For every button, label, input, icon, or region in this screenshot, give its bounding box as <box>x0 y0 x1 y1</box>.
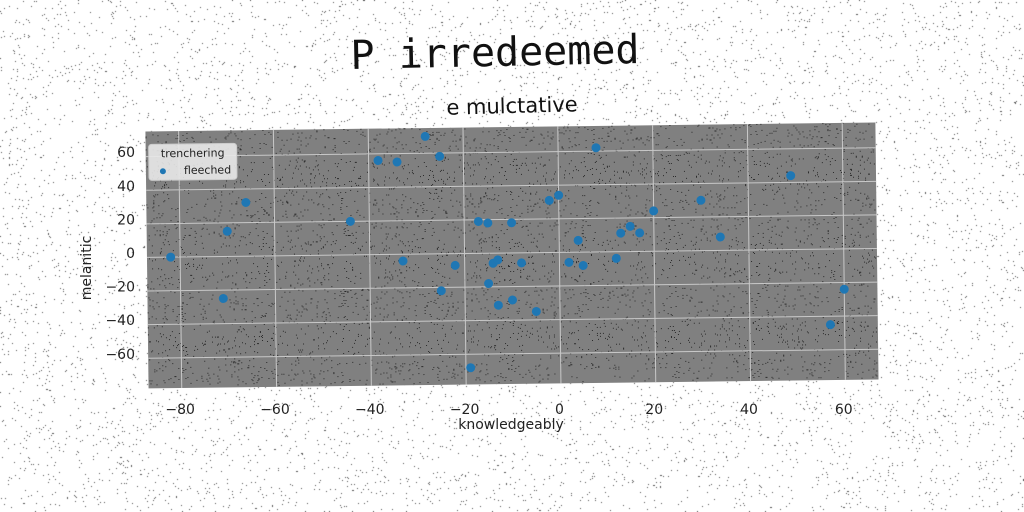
grid-lines <box>145 122 879 389</box>
data-point <box>578 261 588 271</box>
x-grid-line <box>841 122 846 380</box>
data-point <box>611 253 621 263</box>
legend-marker <box>159 168 166 175</box>
data-point <box>218 293 228 303</box>
x-tick-label: −20 <box>450 402 480 418</box>
data-point <box>241 197 251 207</box>
legend-title: trenchering <box>161 146 225 160</box>
data-point <box>507 218 517 228</box>
legend-box <box>148 142 238 181</box>
y-tick-label: −60 <box>105 347 135 363</box>
data-point <box>484 278 494 288</box>
data-point <box>573 235 583 245</box>
x-axis-label: knowledgeably <box>458 417 564 433</box>
y-axis-label: melanitic <box>79 236 95 301</box>
data-point <box>436 286 446 296</box>
data-point <box>508 295 518 305</box>
data-point <box>649 206 659 216</box>
legend-label-fleeched: fleeched <box>184 163 231 177</box>
x-tick-label: 60 <box>835 402 853 418</box>
data-point <box>625 221 635 231</box>
x-grid-line <box>746 124 752 382</box>
data-point <box>166 252 176 262</box>
x-grid-line <box>367 128 372 386</box>
data-point <box>398 256 408 266</box>
x-grid-line <box>462 127 467 385</box>
y-tick-label: −40 <box>105 313 135 329</box>
y-tick-labels: −60 −40 −20 0 20 40 60 <box>105 145 135 363</box>
data-point <box>493 255 503 265</box>
data-point <box>635 228 645 238</box>
data-points <box>166 131 849 373</box>
data-point <box>483 218 493 228</box>
data-point <box>222 226 232 236</box>
data-point <box>786 171 796 181</box>
y-tick-label: 20 <box>117 212 135 228</box>
x-tick-labels: −80 −60 −40 −20 0 20 40 60 <box>165 402 852 418</box>
data-point <box>715 232 725 242</box>
x-tick-label: −60 <box>260 402 290 418</box>
data-point <box>517 258 527 268</box>
data-point <box>493 300 503 310</box>
y-tick-label: 40 <box>117 179 135 195</box>
data-point <box>616 228 626 238</box>
data-point <box>825 320 835 330</box>
y-grid-line <box>145 147 876 158</box>
y-grid-line <box>147 315 878 326</box>
x-tick-label: 40 <box>740 402 758 418</box>
data-point <box>544 195 554 205</box>
data-point <box>473 216 483 226</box>
x-tick-label: 0 <box>555 402 564 418</box>
data-point <box>564 257 574 267</box>
data-point <box>373 156 383 166</box>
y-grid-line <box>146 180 877 191</box>
x-grid-line <box>652 125 657 383</box>
y-tick-label: 60 <box>117 145 135 161</box>
data-point <box>435 151 445 161</box>
y-grid-line <box>146 247 877 258</box>
x-grid-line <box>272 129 278 387</box>
data-point <box>591 143 601 153</box>
data-point <box>450 260 460 270</box>
y-tick-label: 0 <box>126 246 135 262</box>
x-tick-label: 20 <box>645 402 663 418</box>
data-point <box>392 157 402 167</box>
data-point <box>345 216 355 226</box>
x-tick-label: −40 <box>355 402 385 418</box>
y-grid-line <box>147 281 878 292</box>
legend: trenchering fleeched <box>148 142 238 181</box>
data-point <box>420 131 430 141</box>
y-grid-line <box>148 348 879 359</box>
data-point <box>839 284 849 294</box>
data-point <box>531 306 541 316</box>
y-tick-label: −20 <box>105 280 135 296</box>
data-point <box>696 195 706 205</box>
x-tick-label: −80 <box>165 402 195 418</box>
data-point <box>466 363 476 373</box>
data-point <box>554 190 564 200</box>
x-grid-line <box>557 126 562 384</box>
